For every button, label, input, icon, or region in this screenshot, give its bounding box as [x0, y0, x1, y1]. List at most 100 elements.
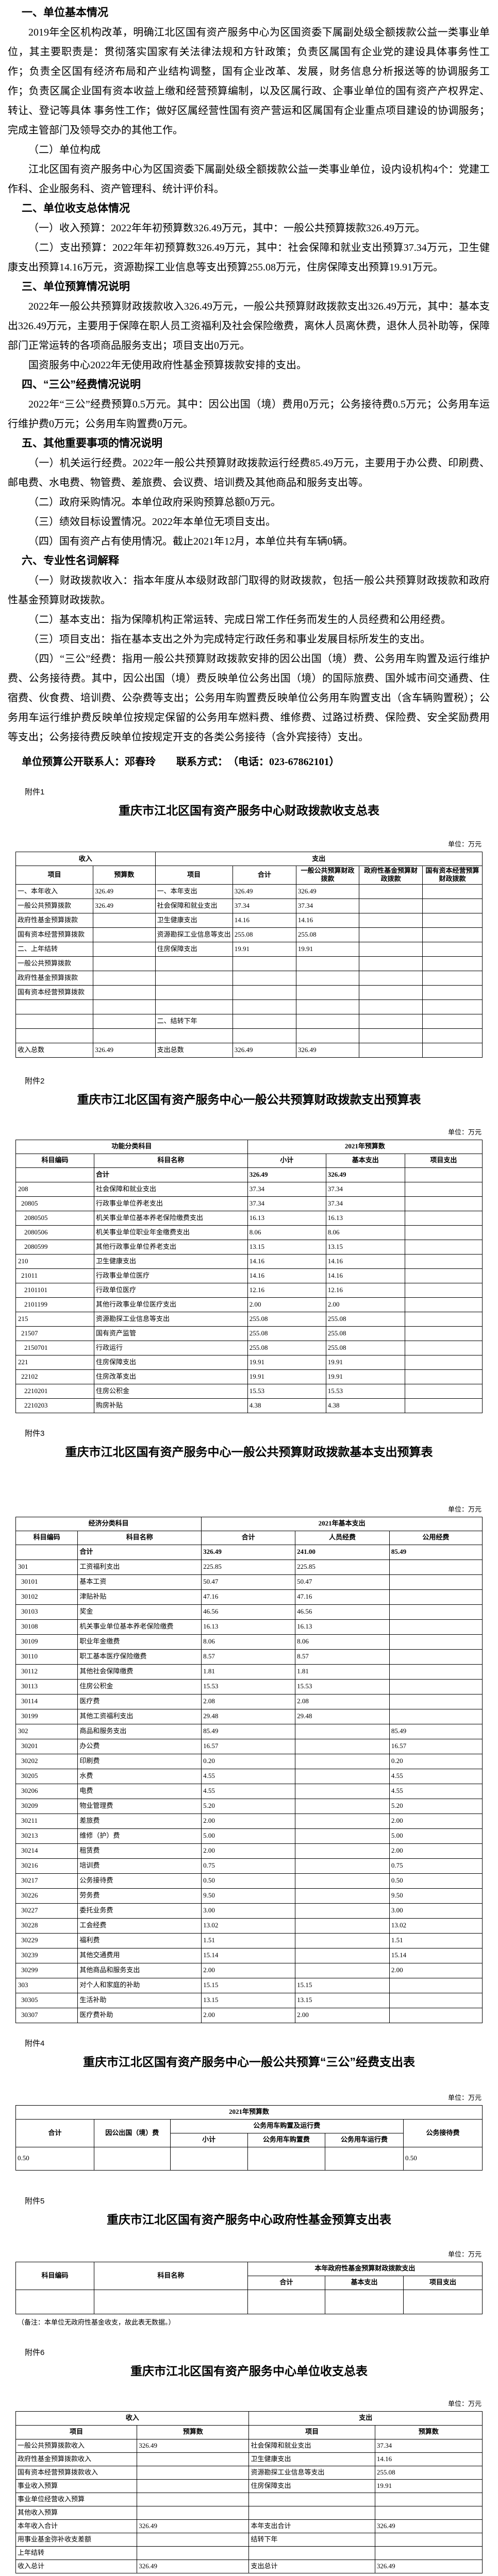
table-cell: 事业收入预算: [15, 2479, 138, 2493]
column-header: 功能分类科目: [15, 1139, 248, 1154]
table-cell: [422, 898, 483, 913]
unit-label: 单位：万元: [447, 2250, 482, 2258]
table-cell: [295, 1962, 390, 1978]
column-header: 小计: [170, 2132, 248, 2147]
attachment-label: 附件1: [25, 788, 45, 796]
table-cell: [324, 2146, 404, 2171]
section-heading-5: 五、其他重要事项的情况说明: [22, 437, 162, 449]
table-cell: 职工基本医疗保险缴费: [77, 1649, 202, 1665]
table-cell: 30202: [15, 1753, 78, 1769]
paragraph: 江北区国有资产服务中心为区国资委下属副处级全额拨款公益一类事业单位，设内设机构4…: [8, 164, 490, 195]
table-cell: [295, 956, 360, 971]
table-cell: 收入总数: [15, 1042, 94, 1058]
table-row: 301 工资福利支出 225.85 225.85: [15, 1559, 483, 1575]
table-cell: 收入总计: [15, 2559, 138, 2573]
table-cell: 326.49: [137, 2519, 250, 2533]
table-cell: [93, 1028, 156, 1043]
table-title: 重庆市江北区国有资产服务中心政府性基金预算支出表: [107, 2212, 391, 2226]
table-cell: [137, 2479, 250, 2493]
table-cell: [15, 999, 94, 1014]
table-cell: 14.16: [232, 912, 296, 928]
table-row: 30101 基本工资 50.47 50.47: [15, 1574, 483, 1590]
column-header: 公用经费: [389, 1530, 483, 1545]
table-cell: 8.57: [201, 1649, 296, 1665]
table-cell: 其他交通费用: [77, 1947, 202, 1963]
table-cell: [324, 2289, 404, 2314]
column-header: 收入: [15, 852, 156, 866]
table-cell: 2.00: [389, 1813, 483, 1829]
table-cell: [15, 1167, 95, 1182]
table-cell: 30103: [15, 1604, 78, 1620]
table-cell: 16.13: [201, 1619, 296, 1635]
header-row: 经济分类科目 2021年基本支出: [15, 1516, 483, 1531]
table-cell: 30239: [15, 1947, 78, 1963]
table-cell: 0.50: [403, 2146, 483, 2171]
paragraph: （三）绩效目标设置情况。2022年本单位无项目支出。: [28, 516, 276, 528]
column-header: 2021年基本支出: [201, 1516, 483, 1531]
table-cell: 奖金: [77, 1604, 202, 1620]
table-cell: 0.20: [389, 1753, 483, 1769]
table-cell: 302: [15, 1723, 78, 1739]
table-cell: [295, 1933, 390, 1948]
table-row: 国有资本经营预算拨款收入 资源勘探工业信息等支出 255.08: [15, 2465, 483, 2480]
table-cell: [295, 1903, 390, 1919]
table-cell: 19.91: [247, 1369, 326, 1384]
table-cell: 8.57: [295, 1649, 390, 1665]
table-row: 221 住房保障支出 19.91 19.91: [15, 1354, 483, 1370]
table-cell: 卫生健康支出: [155, 912, 233, 928]
table-cell: 4.55: [201, 1783, 296, 1799]
column-header: 一般公共预算财政拨款: [295, 866, 360, 885]
table-cell: [232, 1028, 296, 1043]
table-cell: 8.06: [325, 1225, 405, 1240]
table-cell: [422, 985, 483, 1000]
column-header: 支出: [248, 2411, 483, 2426]
table-cell: 13.15: [295, 1992, 390, 2008]
unit-label: 单位：万元: [447, 1128, 482, 1136]
column-header: 项目支出: [403, 2275, 483, 2290]
table-cell: [404, 1225, 483, 1240]
table-row: [15, 1028, 483, 1043]
table-cell: 326.49: [93, 898, 156, 913]
table-cell: 2.00: [389, 1962, 483, 1978]
table-cell: [359, 941, 423, 957]
table-cell: 16.13: [295, 1619, 390, 1635]
table-cell: [295, 970, 360, 986]
table-cell: [404, 1340, 483, 1355]
table-cell: [93, 1013, 156, 1029]
table-cell: 水费: [77, 1768, 202, 1784]
table-cell: 255.08: [295, 927, 360, 942]
table-cell: 合计: [77, 1544, 202, 1560]
table-cell: [93, 970, 156, 986]
table-cell: [404, 1282, 483, 1298]
table-cell: 326.49: [247, 1167, 326, 1182]
table-row: [15, 999, 483, 1014]
table-note: （备注：本单位无政府性基金收支，故此表无数据。）: [18, 2318, 175, 2326]
table-cell: 15.14: [201, 1947, 296, 1963]
table-cell: 30213: [15, 1828, 78, 1844]
table-row: 上年结转: [15, 2546, 483, 2560]
budget-table: 收入 支出 项目 预算数 项目 预算数 一般公共预算拨款收入 326.49 社会保障和就业支出 3…: [15, 2411, 483, 2573]
table-cell: [93, 956, 156, 971]
table-cell: [295, 1723, 390, 1739]
table-cell: 13.02: [201, 1918, 296, 1934]
table-cell: 255.08: [325, 1326, 405, 1341]
table-row: 30103 奖金 46.56 46.56: [15, 1604, 483, 1620]
table-cell: 2.00: [201, 1962, 296, 1978]
table-cell: 医疗费: [77, 1693, 202, 1709]
table-cell: 国有资本经营预算拨款: [15, 985, 94, 1000]
table-cell: 其他社会保障缴费: [77, 1664, 202, 1680]
attachment-label: 附件6: [25, 2348, 45, 2357]
header-row: 功能分类科目 2021年预算数: [15, 1139, 483, 1154]
table-cell: 37.34: [325, 1196, 405, 1211]
column-header: 合计: [201, 1530, 296, 1545]
table-cell: 物业管理费: [77, 1798, 202, 1814]
table-cell: 29.48: [295, 1708, 390, 1724]
table-row: 30109 职业年金缴费 8.06 8.06: [15, 1634, 483, 1650]
table-cell: 1.81: [201, 1664, 296, 1680]
table-row: 30217 公务接待费 0.50 0.50: [15, 1873, 483, 1889]
table-cell: [295, 1843, 390, 1859]
table-cell: 9.50: [389, 1888, 483, 1904]
table-cell: [137, 2465, 250, 2480]
table-row: 21011 行政事业单位医疗 14.16 14.16: [15, 1268, 483, 1283]
column-header: 科目名称: [77, 1530, 202, 1545]
